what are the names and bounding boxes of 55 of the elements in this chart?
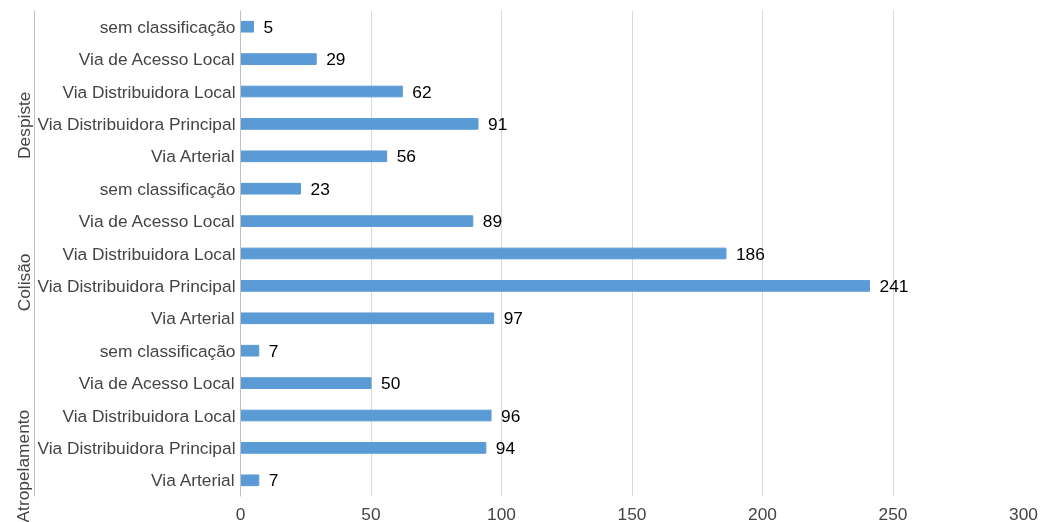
y-tick-label: Via Distribuidora Principal [37, 275, 236, 296]
data-label: 62 [412, 81, 432, 102]
bar [240, 53, 317, 65]
data-label: 7 [268, 340, 279, 361]
bar [240, 215, 474, 227]
data-label: 94 [495, 437, 516, 458]
y-tick-label: Via Distribuidora Local [62, 243, 236, 264]
x-tick-label: 50 [361, 503, 381, 522]
x-tick-label: 100 [487, 503, 516, 522]
y-tick-label: Via Arterial [151, 308, 235, 329]
x-tick-label: 300 [1009, 503, 1038, 522]
y-tick-label: Via de Acesso Local [78, 211, 235, 232]
data-label: 23 [310, 178, 330, 199]
data-label: 56 [396, 146, 416, 167]
bar [240, 20, 255, 33]
data-label: 97 [503, 308, 523, 329]
bar [240, 442, 487, 454]
bar [240, 150, 388, 163]
bar [240, 118, 479, 130]
y-tick-label: sem classificação [99, 340, 236, 361]
y-tick-label: Via de Acesso Local [78, 49, 235, 70]
bar [240, 247, 727, 260]
y-tick-label: Via Distribuidora Principal [37, 437, 236, 458]
x-tick-label: 150 [617, 503, 647, 522]
bar [240, 182, 302, 195]
y-tick-label: Via Distribuidora Principal [37, 113, 236, 134]
text: Colisão [13, 253, 34, 312]
bar [240, 409, 492, 422]
y-tick-label: Via Arterial [151, 470, 235, 491]
x-tick-label: 250 [878, 503, 908, 522]
y-tick-label: sem classificação [99, 16, 236, 37]
bar [240, 280, 871, 292]
y-tick-label: Via Distribuidora Local [62, 81, 236, 102]
bar [240, 474, 260, 487]
data-label: 89 [482, 211, 503, 232]
data-label: 5 [263, 16, 274, 37]
y-tick-label: Via Distribuidora Local [62, 405, 236, 426]
x-tick-label: 200 [748, 503, 777, 522]
data-label: 186 [735, 243, 765, 264]
data-label: 50 [381, 373, 401, 394]
y-tick-label: Via de Acesso Local [78, 373, 235, 394]
y-tick-label: Via Arterial [151, 146, 235, 167]
data-label: 91 [488, 113, 508, 134]
bar [240, 377, 372, 389]
text: Atropelamento [13, 409, 34, 522]
data-label: 29 [326, 49, 346, 70]
x-tick-label: 0 [235, 503, 246, 522]
text: Despiste [13, 91, 34, 159]
data-label: 241 [879, 275, 909, 296]
bar [240, 85, 403, 98]
y-tick-label: sem classificação [99, 178, 236, 199]
bar [240, 312, 495, 325]
data-label: 96 [501, 405, 521, 426]
data-label: 7 [268, 470, 279, 491]
bar [240, 344, 260, 357]
